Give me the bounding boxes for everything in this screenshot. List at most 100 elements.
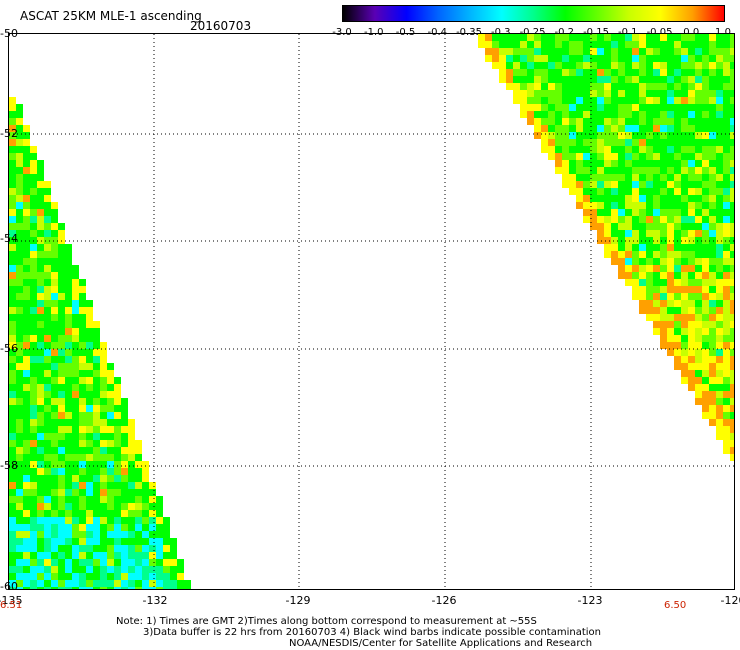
swath-cell bbox=[674, 209, 681, 216]
swath-cell bbox=[611, 69, 618, 76]
swath-cell bbox=[93, 531, 100, 538]
swath-cell bbox=[100, 545, 107, 552]
swath-cell bbox=[86, 545, 93, 552]
swath-cell bbox=[30, 489, 37, 496]
swath-cell bbox=[30, 510, 37, 517]
swath-cell bbox=[702, 258, 709, 265]
swath-cell bbox=[695, 48, 702, 55]
swath-cell bbox=[702, 111, 709, 118]
swath-cell bbox=[534, 48, 541, 55]
swath-cell bbox=[730, 174, 737, 181]
swath-cell bbox=[569, 55, 576, 62]
swath-cell bbox=[730, 300, 737, 307]
swath-cell bbox=[590, 181, 597, 188]
swath-cell bbox=[716, 237, 723, 244]
swath-cell bbox=[695, 188, 702, 195]
swath-cell bbox=[44, 209, 51, 216]
swath-cell bbox=[58, 293, 65, 300]
swath-cell bbox=[702, 335, 709, 342]
swath-cell bbox=[51, 412, 58, 419]
swath-cell bbox=[674, 62, 681, 69]
swath-cell bbox=[660, 342, 667, 349]
swath-cell bbox=[618, 55, 625, 62]
swath-cell bbox=[716, 293, 723, 300]
swath-cell bbox=[170, 580, 177, 587]
swath-cell bbox=[618, 216, 625, 223]
swath-cell bbox=[527, 48, 534, 55]
swath-cell bbox=[681, 286, 688, 293]
swath-cell bbox=[723, 118, 730, 125]
swath-cell bbox=[667, 104, 674, 111]
swath-cell bbox=[114, 489, 121, 496]
swath-cell bbox=[660, 188, 667, 195]
swath-cell bbox=[135, 531, 142, 538]
swath-cell bbox=[135, 580, 142, 587]
swath-cell bbox=[730, 321, 737, 328]
swath-cell bbox=[44, 545, 51, 552]
swath-cell bbox=[16, 139, 23, 146]
swath-cell bbox=[688, 314, 695, 321]
swath-cell bbox=[583, 132, 590, 139]
swath-cell bbox=[65, 587, 72, 594]
swath-cell bbox=[79, 468, 86, 475]
swath-cell bbox=[611, 104, 618, 111]
swath-cell bbox=[30, 566, 37, 573]
swath-cell bbox=[590, 132, 597, 139]
swath-cell bbox=[730, 370, 737, 377]
swath-cell bbox=[569, 48, 576, 55]
swath-cell bbox=[639, 202, 646, 209]
swath-cell bbox=[681, 55, 688, 62]
swath-cell bbox=[79, 363, 86, 370]
swath-cell bbox=[723, 62, 730, 69]
swath-cell bbox=[9, 335, 16, 342]
swath-cell bbox=[86, 482, 93, 489]
swath-cell bbox=[9, 167, 16, 174]
swath-cell bbox=[86, 489, 93, 496]
swath-cell bbox=[688, 237, 695, 244]
swath-cell bbox=[58, 517, 65, 524]
swath-cell bbox=[667, 111, 674, 118]
swath-cell bbox=[9, 118, 16, 125]
swath-cell bbox=[709, 202, 716, 209]
swath-cell bbox=[30, 531, 37, 538]
swath-cell bbox=[688, 174, 695, 181]
swath-cell bbox=[723, 139, 730, 146]
swath-cell bbox=[37, 587, 44, 594]
swath-cell bbox=[541, 132, 548, 139]
swath-cell bbox=[149, 517, 156, 524]
swath-cell bbox=[604, 167, 611, 174]
swath-cell bbox=[44, 237, 51, 244]
swath-cell bbox=[639, 216, 646, 223]
swath-cell bbox=[667, 209, 674, 216]
swath-cell bbox=[688, 251, 695, 258]
swath-cell bbox=[58, 314, 65, 321]
swath-cell bbox=[688, 223, 695, 230]
swath-cell bbox=[9, 97, 16, 104]
swath-cell bbox=[611, 209, 618, 216]
swath-cell bbox=[114, 412, 121, 419]
swath-cell bbox=[107, 433, 114, 440]
swath-cell bbox=[513, 83, 520, 90]
swath-cell bbox=[23, 398, 30, 405]
swath-cell bbox=[58, 419, 65, 426]
swath-cell bbox=[625, 48, 632, 55]
swath-cell bbox=[527, 55, 534, 62]
swath-cell bbox=[44, 496, 51, 503]
swath-cell bbox=[576, 90, 583, 97]
swath-cell bbox=[681, 139, 688, 146]
swath-cell bbox=[695, 391, 702, 398]
swath-cell bbox=[667, 83, 674, 90]
swath-cell bbox=[723, 272, 730, 279]
swath-cell bbox=[107, 503, 114, 510]
swath-cell bbox=[576, 76, 583, 83]
swath-cell bbox=[16, 517, 23, 524]
swath-cell bbox=[681, 62, 688, 69]
swath-cell bbox=[51, 580, 58, 587]
swath-cell bbox=[632, 132, 639, 139]
swath-cell bbox=[730, 76, 737, 83]
swath-cell bbox=[674, 349, 681, 356]
swath-cell bbox=[51, 440, 58, 447]
swath-cell bbox=[730, 349, 737, 356]
swath-cell bbox=[716, 167, 723, 174]
swath-cell bbox=[30, 552, 37, 559]
